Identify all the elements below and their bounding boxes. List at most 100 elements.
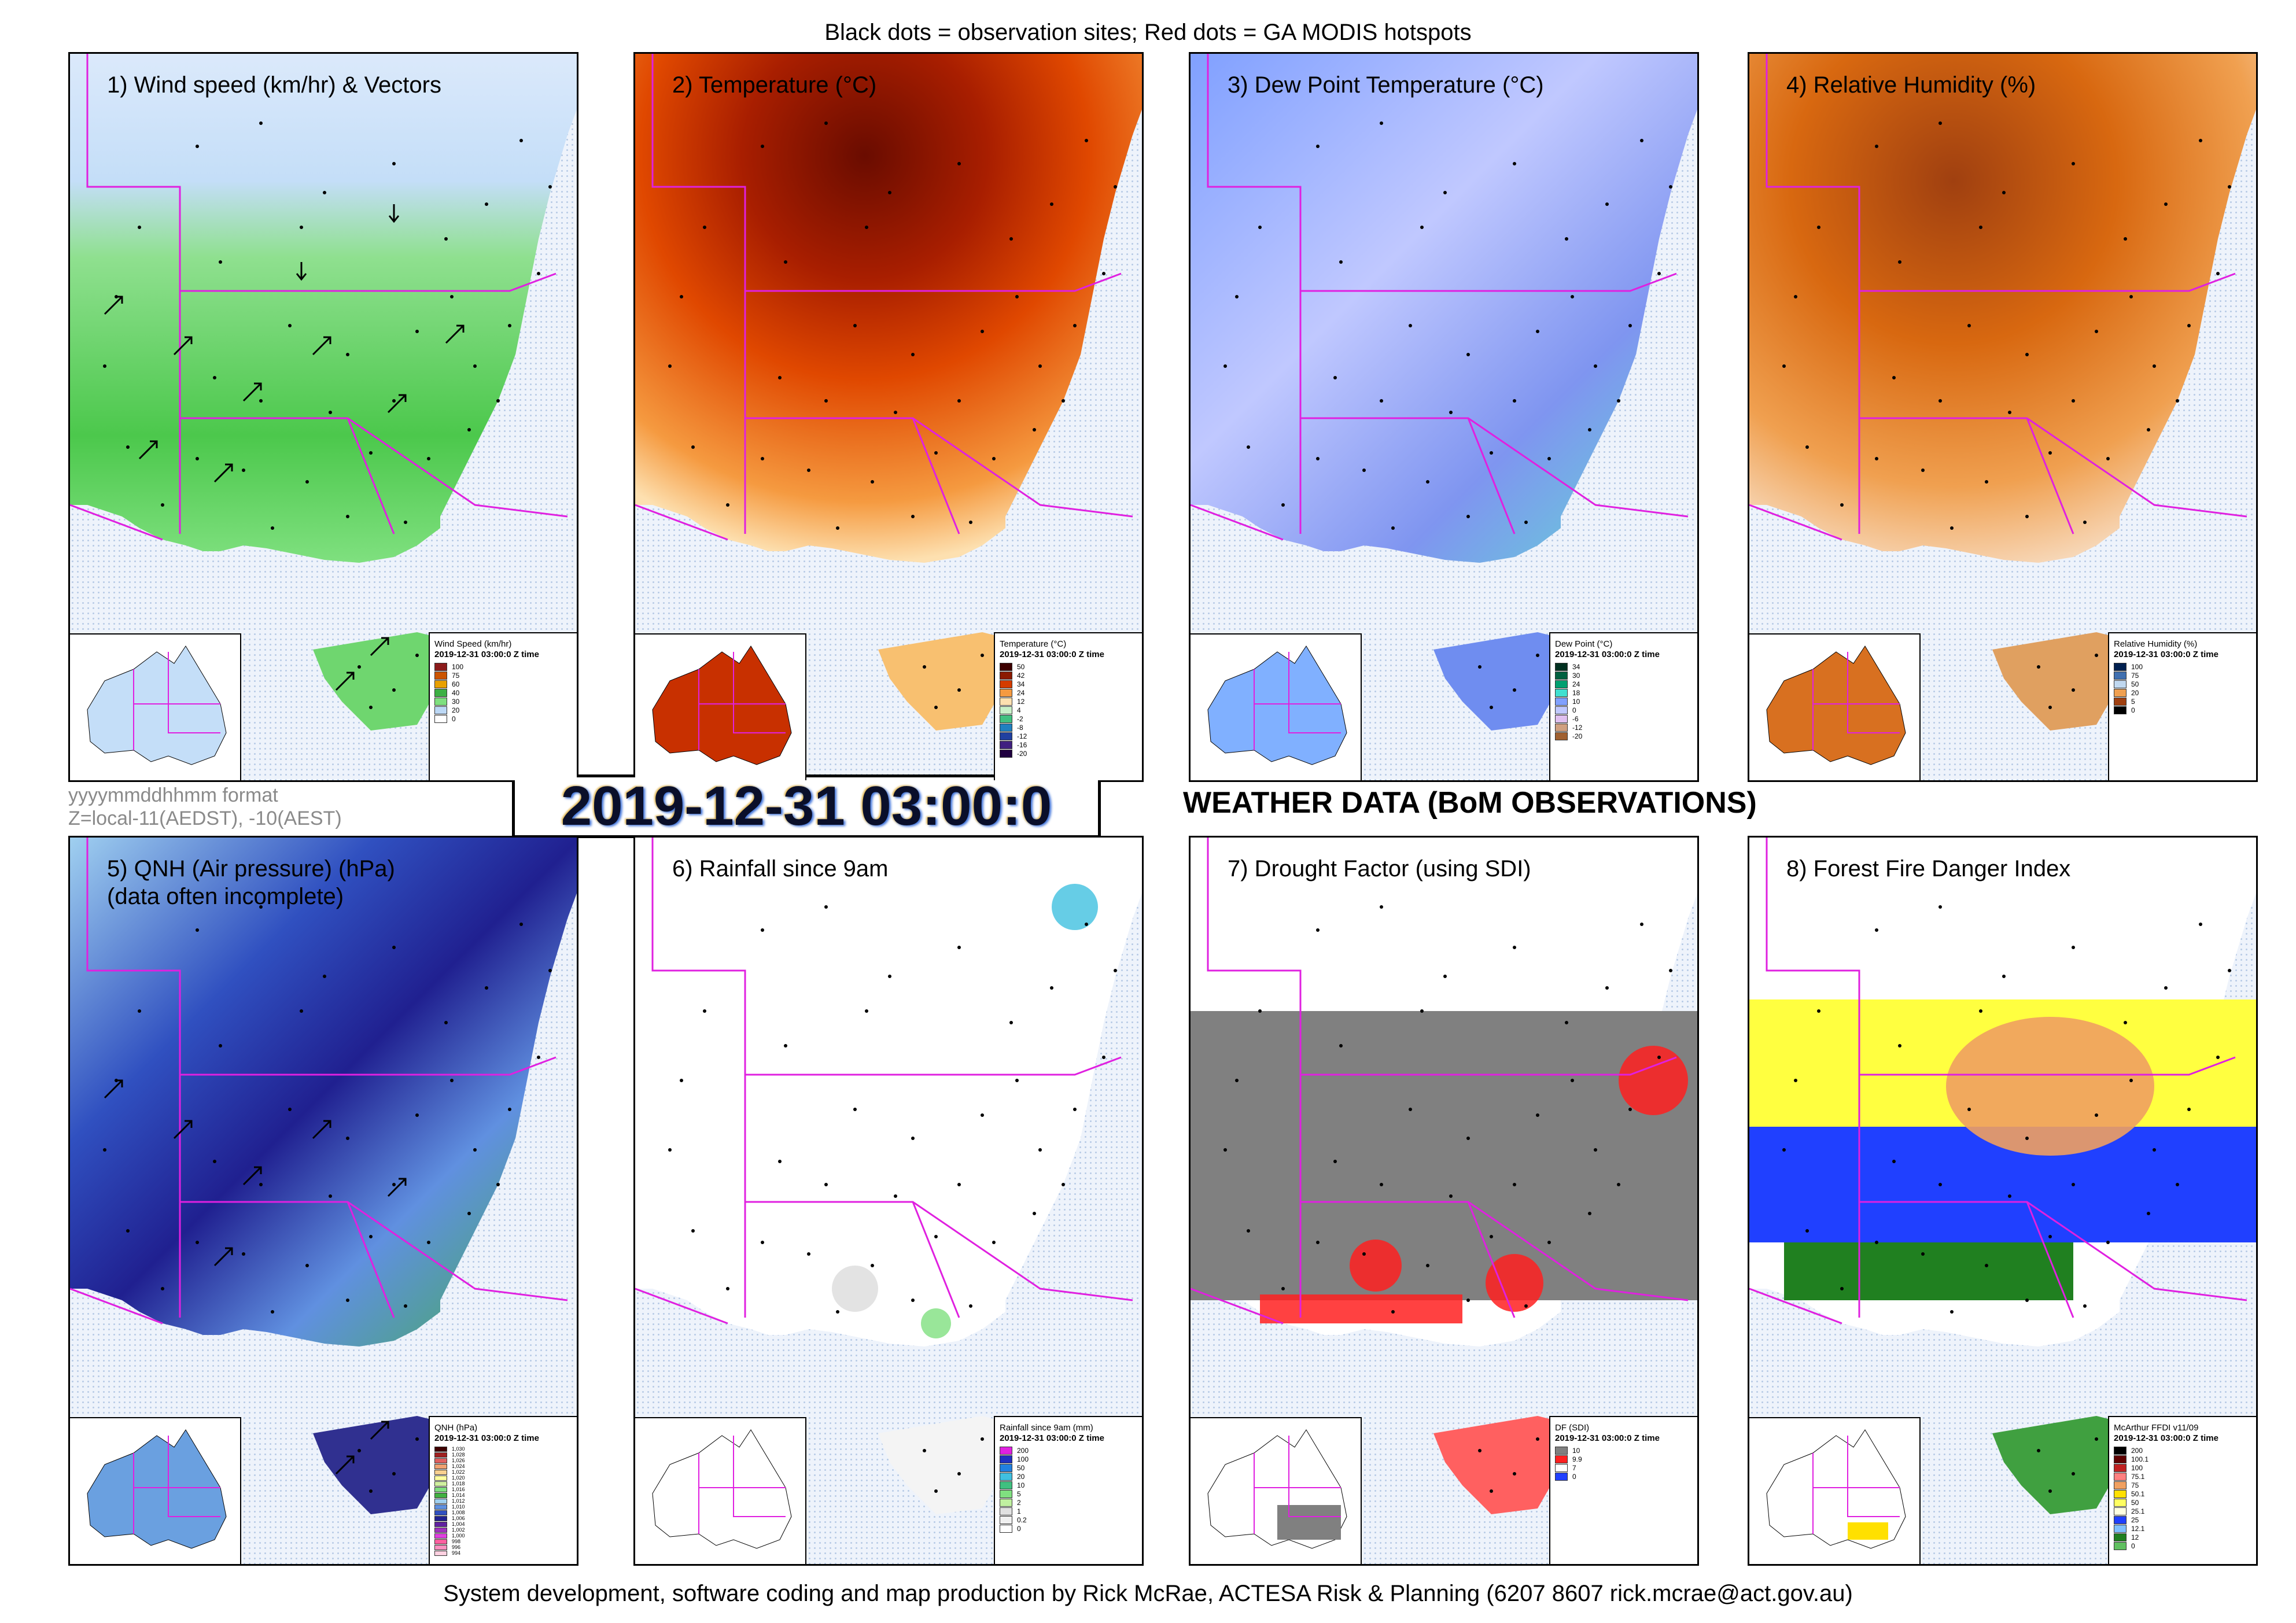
legend-swatch: [1000, 688, 1012, 697]
legend-entry: 100: [2114, 1463, 2255, 1472]
legend-swatch: [1000, 1472, 1012, 1481]
legend-entry: 25: [2114, 1515, 2255, 1524]
legend-swatch: [434, 671, 447, 680]
legend-entry: 34: [1555, 662, 1696, 671]
legend-swatch: [1000, 671, 1012, 680]
legend-label: 1,002: [452, 1527, 465, 1533]
panel-title: 6) Rainfall since 9am: [672, 856, 889, 881]
legend-swatch: [434, 1544, 447, 1550]
legend-label: -16: [1017, 740, 1027, 749]
legend-label: 1,006: [452, 1515, 465, 1521]
legend-title: Relative Humidity (%): [2114, 639, 2198, 649]
legend-entry: 34: [1000, 680, 1141, 688]
legend-entry: 10: [1000, 1481, 1141, 1489]
legend-label: 996: [452, 1544, 461, 1550]
legend-label: 25.1: [2131, 1507, 2145, 1515]
legend-entry: -12: [1555, 723, 1696, 732]
legend-entry: 25.1: [2114, 1507, 2255, 1515]
legend-label: 5: [1017, 1489, 1021, 1498]
format-note: yyyymmddhhmm format Z=local-11(AEDST), -…: [68, 784, 342, 830]
legend-entry: 994: [434, 1550, 576, 1556]
legend-entry: 1,012: [434, 1498, 576, 1504]
legend-swatch: [2114, 1489, 2127, 1498]
legend-swatch: [1000, 1507, 1012, 1515]
legend-label: -12: [1017, 732, 1027, 740]
panel-drought-factor: 7) Drought Factor (using SDI) DF (SDI) 20…: [1189, 836, 1699, 1566]
legend-time: 2019-12-31 03:00:0 Z time: [1555, 1433, 1660, 1443]
legend-label: 30: [1572, 671, 1580, 680]
legend-title: Dew Point (°C): [1555, 639, 1613, 649]
legend-label: 998: [452, 1539, 461, 1544]
rainfall-map: [635, 838, 1142, 1514]
legend-label: -2: [1017, 714, 1023, 723]
legend-swatch: [434, 1498, 447, 1504]
legend-entry: 0: [1555, 1472, 1696, 1481]
legend-entry: 50: [2114, 1498, 2255, 1507]
legend: DF (SDI) 2019-12-31 03:00:0 Z time 10 9.9 7 0: [1549, 1416, 1697, 1564]
panel-title: 2) Temperature (°C): [672, 72, 877, 98]
legend-entry: 100.1: [2114, 1455, 2255, 1463]
legend-swatch: [1000, 740, 1012, 749]
legend-title: QNH (hPa): [434, 1423, 478, 1433]
legend-label: 200: [2131, 1446, 2143, 1455]
australia-inset-map: [635, 1417, 806, 1564]
legend-entry: -16: [1000, 740, 1141, 749]
legend-entry: 24: [1000, 688, 1141, 697]
legend-label: 20: [452, 706, 460, 714]
panel-title: 1) Wind speed (km/hr) & Vectors: [107, 72, 441, 98]
legend-label: 0: [1017, 1524, 1021, 1533]
legend-title: Rainfall since 9am (mm): [1000, 1423, 1093, 1433]
legend-swatch: [1555, 1472, 1568, 1481]
legend-entry: 1,022: [434, 1469, 576, 1475]
format-note-line2: Z=local-11(AEDST), -10(AEST): [68, 807, 342, 829]
legend-label: 1,016: [452, 1486, 465, 1492]
legend-entry: 1,000: [434, 1533, 576, 1539]
legend-swatch: [1000, 706, 1012, 714]
legend-entry: 1,028: [434, 1452, 576, 1458]
legend-swatch: [434, 1452, 447, 1458]
legend-swatch: [1000, 1515, 1012, 1524]
legend-entry: -2: [1000, 714, 1141, 723]
legend-swatch: [1000, 1498, 1012, 1507]
legend-entry: 1,020: [434, 1475, 576, 1481]
legend-entry: 40: [434, 688, 576, 697]
legend-label: 1,026: [452, 1458, 465, 1463]
legend-label: 10: [1017, 1481, 1025, 1489]
legend-swatch: [1000, 1463, 1012, 1472]
australia-inset-map: [635, 633, 806, 780]
legend-entry: 1,010: [434, 1504, 576, 1510]
legend-entry: 1,014: [434, 1492, 576, 1498]
legend-swatch: [2114, 1455, 2127, 1463]
legend-entry: 0: [434, 714, 576, 723]
legend-label: 9.9: [1572, 1455, 1582, 1463]
legend-label: 1,014: [452, 1492, 465, 1498]
legend-label: 42: [1017, 671, 1025, 680]
legend-swatch: [2114, 1515, 2127, 1524]
legend-swatch: [434, 680, 447, 688]
legend-entry: 0: [1555, 706, 1696, 714]
legend-entry: 60: [434, 680, 576, 688]
legend-label: 75: [452, 671, 460, 680]
legend-label: 1,000: [452, 1533, 465, 1539]
legend-label: 10: [1572, 697, 1580, 706]
legend-label: 24: [1572, 680, 1580, 688]
legend-label: 0.2: [1017, 1515, 1027, 1524]
legend-label: 1: [1017, 1507, 1021, 1515]
legend-swatch: [1555, 688, 1568, 697]
legend-swatch: [434, 1463, 447, 1469]
legend-entry: 9.9: [1555, 1455, 1696, 1463]
format-note-line1: yyyymmddhhmm format: [68, 784, 278, 806]
legend-label: 994: [452, 1550, 461, 1556]
legend-entry: 2: [1000, 1498, 1141, 1507]
legend-swatch: [1555, 1446, 1568, 1455]
legend-swatch: [1555, 714, 1568, 723]
legend-entry: 1,026: [434, 1458, 576, 1463]
legend-entry: 18: [1555, 688, 1696, 697]
legend-swatch: [434, 1504, 447, 1510]
legend-time: 2019-12-31 03:00:0 Z time: [1000, 650, 1104, 659]
legend-label: 10: [1572, 1446, 1580, 1455]
legend-swatch: [1000, 1481, 1012, 1489]
legend-swatch: [2114, 688, 2127, 697]
legend-entry: 1: [1000, 1507, 1141, 1515]
australia-inset-map: [1191, 633, 1362, 780]
